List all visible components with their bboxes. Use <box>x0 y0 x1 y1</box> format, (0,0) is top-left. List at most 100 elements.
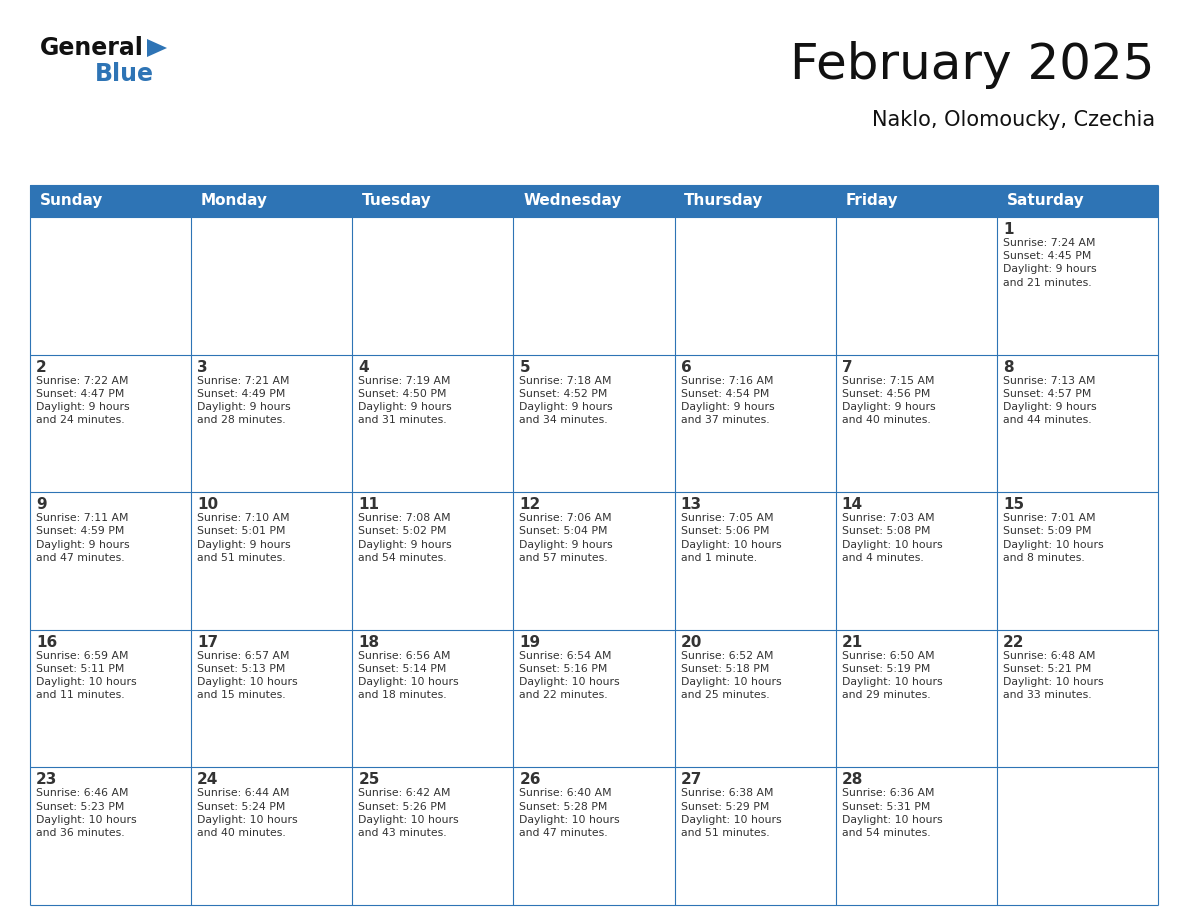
Text: 2: 2 <box>36 360 46 375</box>
Text: Naklo, Olomoucky, Czechia: Naklo, Olomoucky, Czechia <box>872 110 1155 130</box>
Bar <box>835 767 997 905</box>
Text: 20: 20 <box>681 635 702 650</box>
Text: Sunrise: 7:18 AM
Sunset: 4:52 PM
Daylight: 9 hours
and 34 minutes.: Sunrise: 7:18 AM Sunset: 4:52 PM Dayligh… <box>519 375 613 425</box>
Bar <box>997 630 1158 767</box>
Text: Sunrise: 7:01 AM
Sunset: 5:09 PM
Daylight: 10 hours
and 8 minutes.: Sunrise: 7:01 AM Sunset: 5:09 PM Dayligh… <box>1003 513 1104 563</box>
Bar <box>997 217 1158 354</box>
Bar <box>191 630 353 767</box>
Text: Sunrise: 6:57 AM
Sunset: 5:13 PM
Daylight: 10 hours
and 15 minutes.: Sunrise: 6:57 AM Sunset: 5:13 PM Dayligh… <box>197 651 298 700</box>
Text: Sunrise: 7:24 AM
Sunset: 4:45 PM
Daylight: 9 hours
and 21 minutes.: Sunrise: 7:24 AM Sunset: 4:45 PM Dayligh… <box>1003 238 1097 287</box>
Text: Sunrise: 7:13 AM
Sunset: 4:57 PM
Daylight: 9 hours
and 44 minutes.: Sunrise: 7:13 AM Sunset: 4:57 PM Dayligh… <box>1003 375 1097 425</box>
Text: 26: 26 <box>519 772 541 788</box>
Text: Friday: Friday <box>846 194 898 208</box>
Text: 10: 10 <box>197 498 219 512</box>
Text: Sunrise: 7:06 AM
Sunset: 5:04 PM
Daylight: 9 hours
and 57 minutes.: Sunrise: 7:06 AM Sunset: 5:04 PM Dayligh… <box>519 513 613 563</box>
Text: Sunrise: 6:48 AM
Sunset: 5:21 PM
Daylight: 10 hours
and 33 minutes.: Sunrise: 6:48 AM Sunset: 5:21 PM Dayligh… <box>1003 651 1104 700</box>
Bar <box>191 354 353 492</box>
Text: 24: 24 <box>197 772 219 788</box>
Text: Sunrise: 6:54 AM
Sunset: 5:16 PM
Daylight: 10 hours
and 22 minutes.: Sunrise: 6:54 AM Sunset: 5:16 PM Dayligh… <box>519 651 620 700</box>
Text: 9: 9 <box>36 498 46 512</box>
Bar <box>30 185 191 217</box>
Text: Sunrise: 6:38 AM
Sunset: 5:29 PM
Daylight: 10 hours
and 51 minutes.: Sunrise: 6:38 AM Sunset: 5:29 PM Dayligh… <box>681 789 782 838</box>
Bar <box>675 492 835 630</box>
Text: Sunrise: 7:19 AM
Sunset: 4:50 PM
Daylight: 9 hours
and 31 minutes.: Sunrise: 7:19 AM Sunset: 4:50 PM Dayligh… <box>359 375 451 425</box>
Text: 8: 8 <box>1003 360 1013 375</box>
Bar <box>30 630 191 767</box>
Text: 7: 7 <box>842 360 852 375</box>
Bar <box>30 217 191 354</box>
Bar <box>675 354 835 492</box>
Text: 18: 18 <box>359 635 379 650</box>
Text: Sunrise: 7:10 AM
Sunset: 5:01 PM
Daylight: 9 hours
and 51 minutes.: Sunrise: 7:10 AM Sunset: 5:01 PM Dayligh… <box>197 513 291 563</box>
Bar <box>835 217 997 354</box>
Bar <box>513 217 675 354</box>
Text: 14: 14 <box>842 498 862 512</box>
Bar <box>835 185 997 217</box>
Text: Sunrise: 6:44 AM
Sunset: 5:24 PM
Daylight: 10 hours
and 40 minutes.: Sunrise: 6:44 AM Sunset: 5:24 PM Dayligh… <box>197 789 298 838</box>
Bar <box>997 185 1158 217</box>
Text: 21: 21 <box>842 635 862 650</box>
Text: 15: 15 <box>1003 498 1024 512</box>
Text: 17: 17 <box>197 635 219 650</box>
Text: Sunrise: 6:40 AM
Sunset: 5:28 PM
Daylight: 10 hours
and 47 minutes.: Sunrise: 6:40 AM Sunset: 5:28 PM Dayligh… <box>519 789 620 838</box>
Bar <box>997 354 1158 492</box>
Bar <box>513 767 675 905</box>
Text: Sunrise: 6:36 AM
Sunset: 5:31 PM
Daylight: 10 hours
and 54 minutes.: Sunrise: 6:36 AM Sunset: 5:31 PM Dayligh… <box>842 789 942 838</box>
Bar <box>191 492 353 630</box>
Text: 12: 12 <box>519 498 541 512</box>
Text: 6: 6 <box>681 360 691 375</box>
Bar <box>30 492 191 630</box>
Text: Sunrise: 7:15 AM
Sunset: 4:56 PM
Daylight: 9 hours
and 40 minutes.: Sunrise: 7:15 AM Sunset: 4:56 PM Dayligh… <box>842 375 935 425</box>
Bar <box>835 354 997 492</box>
Text: 4: 4 <box>359 360 369 375</box>
Text: Wednesday: Wednesday <box>523 194 621 208</box>
Bar <box>835 630 997 767</box>
Text: Sunrise: 7:05 AM
Sunset: 5:06 PM
Daylight: 10 hours
and 1 minute.: Sunrise: 7:05 AM Sunset: 5:06 PM Dayligh… <box>681 513 782 563</box>
Text: Saturday: Saturday <box>1006 194 1085 208</box>
Text: General: General <box>40 36 144 60</box>
Text: 23: 23 <box>36 772 57 788</box>
Bar <box>675 217 835 354</box>
Text: Tuesday: Tuesday <box>362 194 431 208</box>
Bar <box>191 185 353 217</box>
Text: 5: 5 <box>519 360 530 375</box>
Bar <box>513 185 675 217</box>
Text: Sunrise: 7:03 AM
Sunset: 5:08 PM
Daylight: 10 hours
and 4 minutes.: Sunrise: 7:03 AM Sunset: 5:08 PM Dayligh… <box>842 513 942 563</box>
Text: Sunrise: 6:59 AM
Sunset: 5:11 PM
Daylight: 10 hours
and 11 minutes.: Sunrise: 6:59 AM Sunset: 5:11 PM Dayligh… <box>36 651 137 700</box>
Text: February 2025: February 2025 <box>790 41 1155 89</box>
Bar <box>997 492 1158 630</box>
Text: Sunrise: 7:11 AM
Sunset: 4:59 PM
Daylight: 9 hours
and 47 minutes.: Sunrise: 7:11 AM Sunset: 4:59 PM Dayligh… <box>36 513 129 563</box>
Text: Sunrise: 7:21 AM
Sunset: 4:49 PM
Daylight: 9 hours
and 28 minutes.: Sunrise: 7:21 AM Sunset: 4:49 PM Dayligh… <box>197 375 291 425</box>
Bar <box>513 492 675 630</box>
Text: 1: 1 <box>1003 222 1013 237</box>
Bar <box>997 767 1158 905</box>
Text: 11: 11 <box>359 498 379 512</box>
Text: 22: 22 <box>1003 635 1024 650</box>
Text: Sunrise: 7:08 AM
Sunset: 5:02 PM
Daylight: 9 hours
and 54 minutes.: Sunrise: 7:08 AM Sunset: 5:02 PM Dayligh… <box>359 513 451 563</box>
Bar <box>191 217 353 354</box>
Bar <box>353 354 513 492</box>
Text: Sunrise: 6:56 AM
Sunset: 5:14 PM
Daylight: 10 hours
and 18 minutes.: Sunrise: 6:56 AM Sunset: 5:14 PM Dayligh… <box>359 651 459 700</box>
Text: 25: 25 <box>359 772 380 788</box>
Text: 13: 13 <box>681 498 702 512</box>
Text: Sunrise: 7:22 AM
Sunset: 4:47 PM
Daylight: 9 hours
and 24 minutes.: Sunrise: 7:22 AM Sunset: 4:47 PM Dayligh… <box>36 375 129 425</box>
Text: 19: 19 <box>519 635 541 650</box>
Bar <box>353 185 513 217</box>
Text: Sunrise: 7:16 AM
Sunset: 4:54 PM
Daylight: 9 hours
and 37 minutes.: Sunrise: 7:16 AM Sunset: 4:54 PM Dayligh… <box>681 375 775 425</box>
Text: Sunrise: 6:50 AM
Sunset: 5:19 PM
Daylight: 10 hours
and 29 minutes.: Sunrise: 6:50 AM Sunset: 5:19 PM Dayligh… <box>842 651 942 700</box>
Text: Blue: Blue <box>95 62 154 86</box>
Text: 3: 3 <box>197 360 208 375</box>
Text: Sunrise: 6:42 AM
Sunset: 5:26 PM
Daylight: 10 hours
and 43 minutes.: Sunrise: 6:42 AM Sunset: 5:26 PM Dayligh… <box>359 789 459 838</box>
Bar <box>835 492 997 630</box>
Text: Sunrise: 6:52 AM
Sunset: 5:18 PM
Daylight: 10 hours
and 25 minutes.: Sunrise: 6:52 AM Sunset: 5:18 PM Dayligh… <box>681 651 782 700</box>
Text: 16: 16 <box>36 635 57 650</box>
Bar <box>675 185 835 217</box>
Bar <box>353 767 513 905</box>
Text: Monday: Monday <box>201 194 267 208</box>
Text: Sunrise: 6:46 AM
Sunset: 5:23 PM
Daylight: 10 hours
and 36 minutes.: Sunrise: 6:46 AM Sunset: 5:23 PM Dayligh… <box>36 789 137 838</box>
Bar <box>353 630 513 767</box>
Text: Thursday: Thursday <box>684 194 764 208</box>
Polygon shape <box>147 39 168 57</box>
Bar <box>513 630 675 767</box>
Bar <box>30 354 191 492</box>
